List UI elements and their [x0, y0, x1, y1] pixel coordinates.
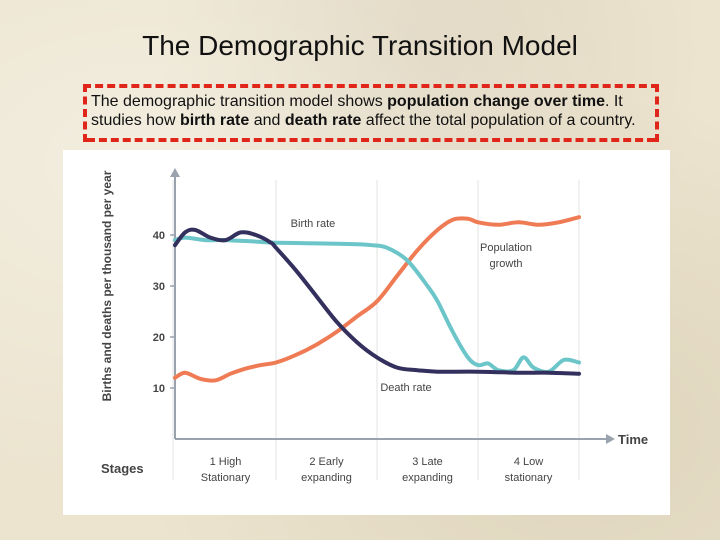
y-tick-label: 10 [153, 383, 165, 395]
x-axis-label: Time [618, 432, 648, 447]
dashed-border-bottom [87, 138, 655, 142]
stage-label: Stationary [201, 472, 251, 484]
stages-label: Stages [101, 461, 144, 476]
population-growth-line [173, 215, 581, 383]
death-rate-line [173, 227, 581, 376]
chart-panel: 10 20 30 40 Births and deaths per thousand p… [63, 150, 670, 515]
x-axis-arrowhead [606, 434, 615, 444]
stage-label: expanding [402, 472, 453, 484]
description-part: The demographic transition model shows [91, 93, 388, 110]
description-bold-death-rate: death rate [284, 112, 362, 129]
description-part: affect the total population of a country… [361, 112, 636, 129]
y-axis-arrowhead [170, 168, 180, 177]
annotation-label: Population [480, 242, 532, 254]
description-bold-population-change: population change over time [387, 93, 605, 110]
y-axis-label: Births and deaths per thousand per year [100, 170, 114, 401]
y-tick-label: 30 [153, 281, 165, 293]
highlighted-description-box: The demographic transition model shows p… [83, 84, 659, 142]
birth-rate-line [173, 235, 581, 374]
annotation-label: growth [489, 258, 522, 270]
stage-label: 2 Early [309, 456, 344, 468]
description-bold-birth-rate: birth rate [179, 112, 250, 129]
description-text: The demographic transition model shows p… [91, 92, 651, 130]
stage-label: 1 High [210, 456, 242, 468]
slide-title: The Demographic Transition Model [142, 30, 578, 61]
stage-label: 3 Late [412, 456, 443, 468]
y-tick-label: 40 [153, 230, 165, 242]
description-part: . It studies how [91, 93, 623, 129]
annotation-label: Death rate [380, 382, 431, 394]
demographic-transition-chart: 10 20 30 40 Births and deaths per thousand p… [100, 168, 648, 484]
annotation-label: Birth rate [291, 218, 336, 230]
description-part: and [249, 112, 285, 129]
stage-label: expanding [301, 472, 352, 484]
y-tick-label: 20 [153, 332, 165, 344]
stage-label: 4 Low [514, 456, 543, 468]
stage-label: stationary [505, 472, 553, 484]
